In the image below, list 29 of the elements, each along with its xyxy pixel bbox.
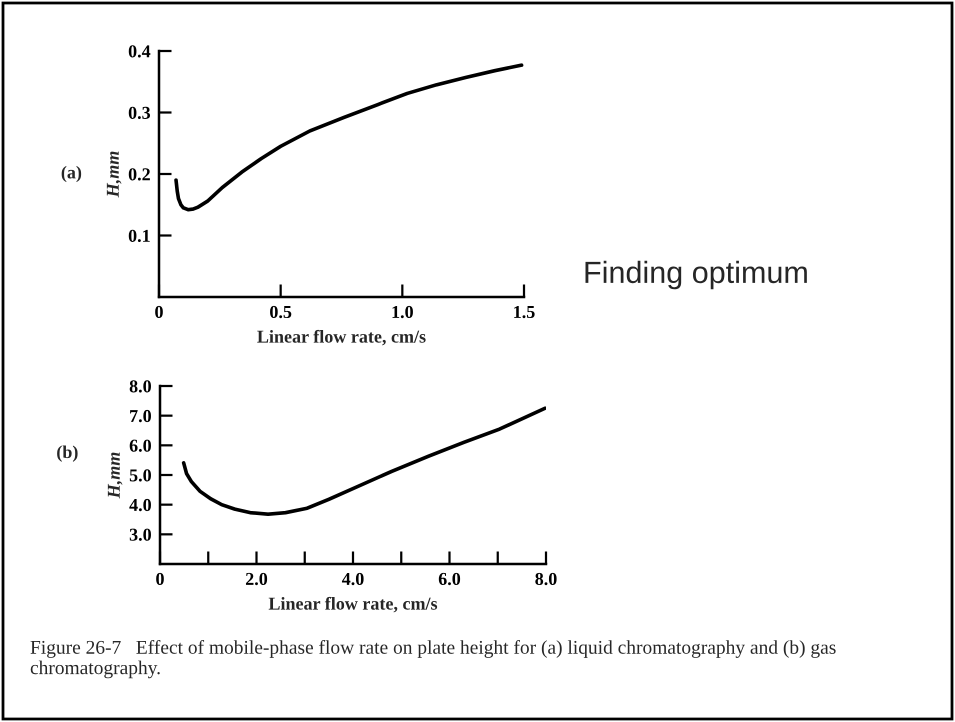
y-tick-label: 0.3 (128, 106, 150, 120)
x-tick-label: 2.0 (246, 572, 268, 586)
x-tick-label: 4.0 (342, 572, 364, 586)
y-tick-label: 5.0 (130, 469, 151, 482)
x-tick-label: 6.0 (438, 572, 460, 586)
y-tick-label: 3.0 (130, 528, 151, 541)
x-tick-label: 0.5 (270, 306, 292, 318)
y-tick-label: 6.0 (130, 440, 151, 452)
x-tick-label: 8.0 (535, 572, 557, 586)
y-tick-label: 0.2 (128, 168, 150, 181)
text: (b) (57, 445, 78, 462)
x-tick-label: 1.0 (392, 306, 413, 318)
x-tick-label: 0 (155, 306, 163, 318)
y-tick-label: 8.0 (130, 380, 151, 393)
x-axis-title: Linear flow rate, cm/s (268, 596, 438, 612)
y-axis-title: H,mm (106, 152, 122, 198)
x-axis-title: Linear flow rate, cm/s (257, 330, 426, 346)
line-series (182, 406, 546, 516)
y-axis-title: H,mm (108, 452, 122, 498)
y-tick-label: 0.1 (128, 230, 150, 242)
text: Finding optimum (586, 260, 807, 290)
y-tick-label: 0.4 (128, 45, 150, 58)
line-series (174, 63, 524, 212)
y-tick-label: 7.0 (130, 410, 151, 422)
y-tick-label: 4.0 (129, 498, 151, 512)
x-tick-label: 0 (156, 572, 164, 586)
x-tick-label: 1.5 (514, 306, 535, 318)
caption: Figure 26-7 Effect of mobile-phase flow rate on plate height for (a) liquid chromatography and (b) gas chromatography. (30, 640, 836, 678)
text: (a) (62, 166, 82, 182)
